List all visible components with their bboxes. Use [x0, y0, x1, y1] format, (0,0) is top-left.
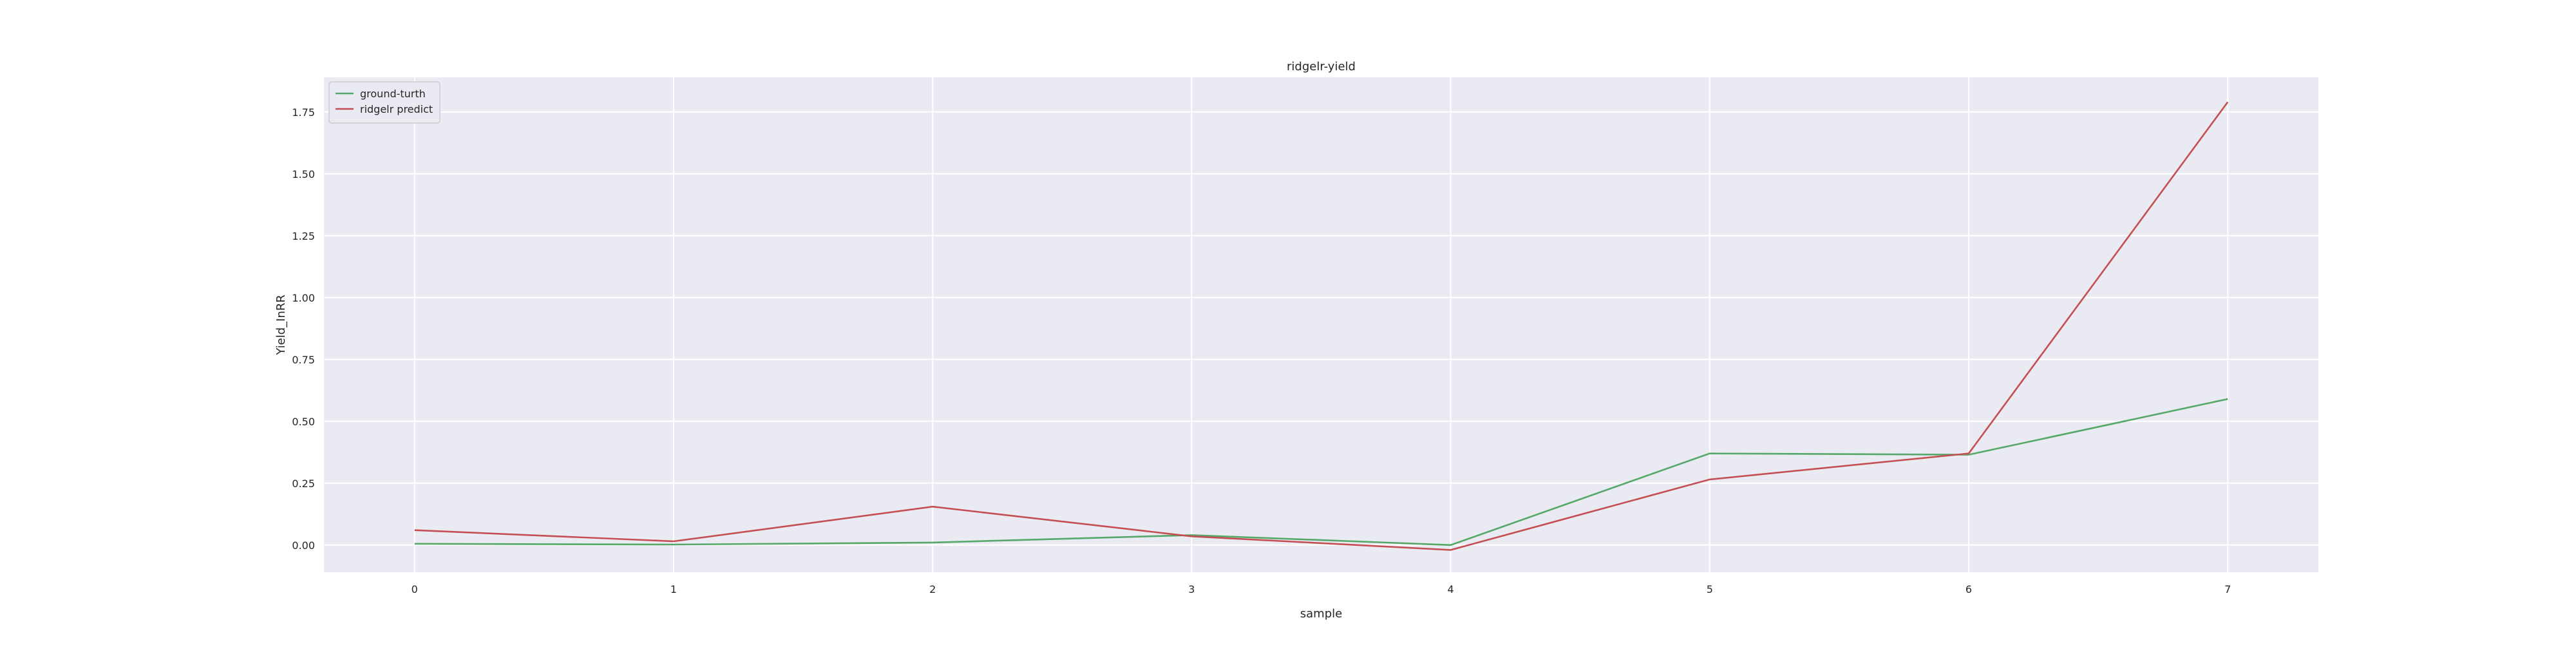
x-tick-label: 0 — [412, 583, 418, 595]
legend-label: ridgelr predict — [360, 103, 433, 115]
grid-lines — [324, 77, 2318, 572]
axis-ticks: 0 1 2 3 4 5 6 7 0.00 0.25 0.50 0.75 1.00 1.25 1.50 1.75 — [292, 106, 2231, 595]
series-line — [414, 101, 2229, 551]
x-axis-label: sample — [1300, 607, 1342, 621]
x-tick-label: 7 — [2224, 583, 2231, 595]
y-tick-label: 0.25 — [292, 478, 315, 490]
x-tick-label: 1 — [670, 583, 677, 595]
y-tick-label: 1.75 — [292, 106, 315, 119]
plot-area — [324, 77, 2318, 572]
legend-frame — [328, 81, 440, 124]
y-tick-label: 0.50 — [292, 416, 315, 428]
x-tick-label: 5 — [1707, 583, 1713, 595]
legend: ground-turth ridgelr predict — [328, 81, 440, 124]
x-tick-label: 4 — [1448, 583, 1454, 595]
legend-label: ground-turth — [360, 88, 426, 100]
series-line — [414, 398, 2228, 546]
x-tick-label: 2 — [929, 583, 936, 595]
y-tick-label: 0.00 — [292, 539, 315, 552]
y-tick-label: 1.50 — [292, 168, 315, 180]
chart-title: ridgelr-yield — [1287, 60, 1356, 73]
y-tick-label: 1.00 — [292, 292, 315, 304]
series-lines — [414, 101, 2229, 551]
y-tick-label: 1.25 — [292, 230, 315, 242]
x-tick-label: 6 — [1965, 583, 1972, 595]
y-tick-label: 0.75 — [292, 354, 315, 366]
y-axis-label: Yield_InRR — [274, 295, 288, 356]
x-tick-label: 3 — [1188, 583, 1195, 595]
